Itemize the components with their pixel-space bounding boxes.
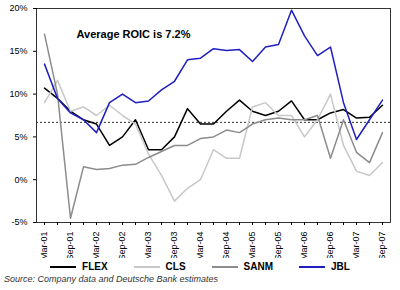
svg-text:Mar-01: Mar-01 <box>39 232 49 259</box>
svg-text:20%: 20% <box>9 3 27 13</box>
svg-text:Mar-04: Mar-04 <box>195 232 205 259</box>
svg-text:Sep-07: Sep-07 <box>377 232 387 259</box>
svg-text:Mar-05: Mar-05 <box>247 232 257 259</box>
svg-text:Mar-03: Mar-03 <box>143 232 153 259</box>
svg-text:Sep-02: Sep-02 <box>117 232 127 259</box>
svg-text:Mar-07: Mar-07 <box>351 232 361 259</box>
svg-text:Mar-06: Mar-06 <box>299 232 309 259</box>
svg-text:Sep-01: Sep-01 <box>65 232 75 259</box>
svg-text:-5%: -5% <box>11 217 27 227</box>
svg-text:Sep-04: Sep-04 <box>221 232 231 259</box>
svg-text:0%: 0% <box>14 175 27 185</box>
html-text:CLS: CLS <box>165 260 186 272</box>
html-text:Source: Company data and Deuts: Source: Company data and Deutsche Bank e… <box>4 274 219 284</box>
svg-text:Sep-05: Sep-05 <box>273 232 283 259</box>
svg-text:10%: 10% <box>9 89 27 99</box>
html-text:SANM: SANM <box>243 260 273 272</box>
svg-text:Sep-03: Sep-03 <box>169 232 179 259</box>
html-text:FLEX: FLEX <box>82 260 108 272</box>
svg-text:Sep-06: Sep-06 <box>325 232 335 259</box>
svg-text:Average ROIC is 7.2%: Average ROIC is 7.2% <box>77 28 191 40</box>
html-text:JBL: JBL <box>331 260 350 272</box>
svg-text:5%: 5% <box>14 132 27 142</box>
svg-text:15%: 15% <box>9 46 27 56</box>
svg-text:Mar-02: Mar-02 <box>91 232 101 259</box>
